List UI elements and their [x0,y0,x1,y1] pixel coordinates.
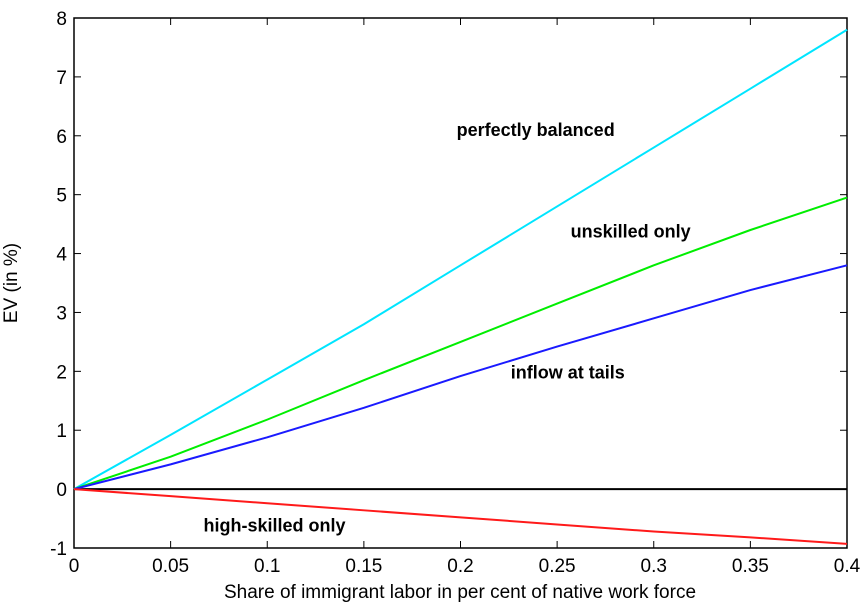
x-tick-label: 0.4 [834,556,861,577]
x-tick-label: 0.1 [254,556,280,577]
y-axis-label: EV (in %) [1,243,22,323]
x-tick-label: 0.3 [641,556,667,577]
series-lines [73,28,848,545]
x-tick-label: 0.15 [345,556,382,577]
annotation-inflow-at-tails: inflow at tails [511,362,625,382]
series-annotations: perfectly balanced unskilled only inflow a… [203,120,690,536]
annotation-unskilled-only: unskilled only [571,222,691,242]
x-tick-label: 0.05 [152,556,189,577]
y-tick-label: 7 [56,68,67,89]
series-line-high-skilled-only [73,488,848,545]
x-tick-label: 0.35 [732,556,769,577]
y-tick-label: 8 [56,9,67,30]
series-line-unskilled-only [73,196,848,491]
x-axis-label: Share of immigrant labor in per cent of … [224,582,696,603]
x-tick-label: 0 [69,556,80,577]
x-tick-label: 0.2 [447,556,473,577]
annotation-high-skilled-only: high-skilled only [203,516,345,536]
y-tick-label: 0 [56,480,67,501]
y-tick-label: -1 [50,539,67,560]
y-tick-label: 1 [56,421,67,442]
y-tick-label: 3 [56,303,67,324]
annotation-perfectly-balanced: perfectly balanced [457,120,615,140]
series-line-inflow-at-tails [73,264,848,491]
y-tick-label: 5 [56,186,67,207]
y-axis-ticks: -1 0 1 2 3 4 5 6 7 8 [50,9,847,560]
y-tick-label: 4 [56,245,67,266]
plot-frame [73,17,848,549]
x-tick-label: 0.25 [539,556,576,577]
y-tick-label: 2 [56,362,67,383]
x-axis-ticks: 0 0.05 0.1 0.15 0.2 0.25 0.3 0.35 0.4 [69,18,861,577]
y-tick-label: 6 [56,127,67,148]
series-line-perfectly-balanced [73,28,848,490]
